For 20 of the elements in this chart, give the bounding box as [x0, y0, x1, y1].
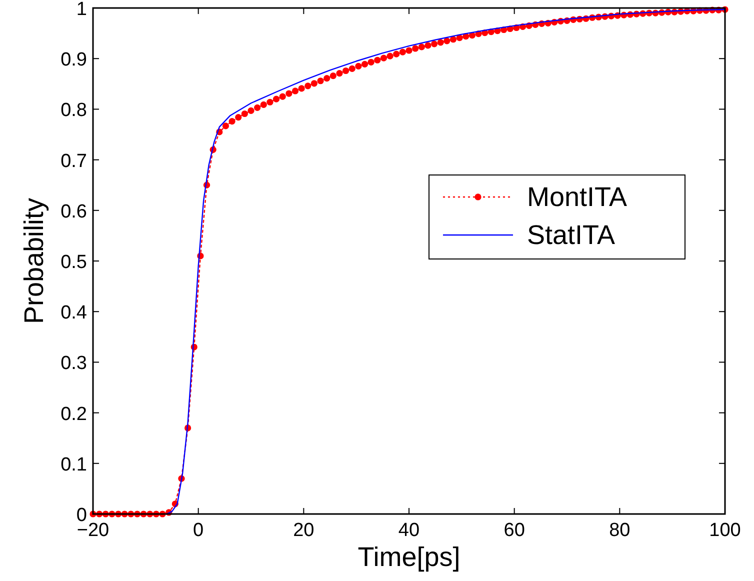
y-tick-label: 0.5 [60, 252, 87, 273]
x-tick-label: 100 [709, 520, 741, 541]
y-tick-label: 0.7 [60, 150, 87, 172]
y-tick-label: 0.4 [60, 302, 88, 324]
x-tick-label: 80 [609, 520, 630, 541]
y-tick-label: 0.2 [60, 404, 87, 425]
y-tick-label: 0.6 [60, 201, 87, 222]
x-tick-label: 0 [193, 520, 204, 541]
y-tick-label: 0.8 [60, 100, 87, 122]
x-axis-title: Time[ps] [358, 542, 460, 572]
y-axis-title: Probability [19, 197, 49, 324]
legend-label: StatITA [527, 220, 616, 250]
x-tick-label: 40 [398, 520, 420, 541]
y-tick-label: 0.1 [60, 454, 87, 476]
y-tick-label: 0.9 [60, 50, 87, 71]
x-tick-label: 20 [293, 520, 314, 541]
y-tick-label: 1 [76, 0, 87, 20]
legend-label: MontITA [527, 182, 628, 212]
x-tick-label: 60 [504, 520, 525, 541]
y-tick-label: 0.3 [60, 353, 87, 374]
